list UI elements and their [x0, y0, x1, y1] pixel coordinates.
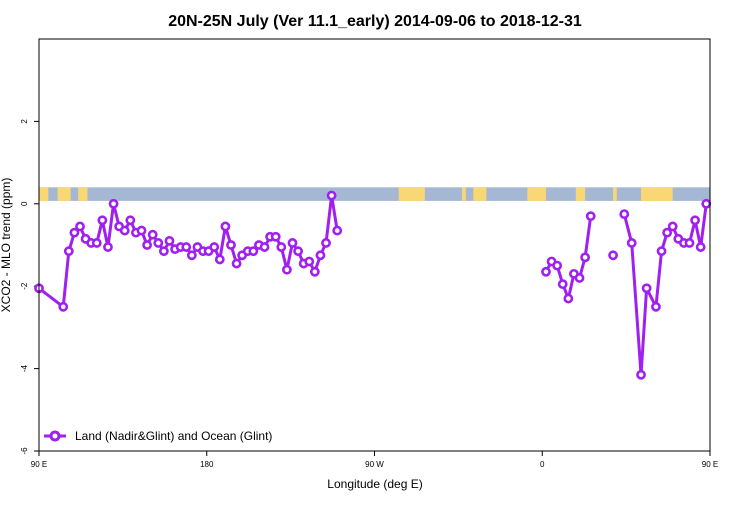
x-tick-label: 90 E — [31, 460, 47, 469]
data-point — [315, 250, 326, 261]
data-point — [656, 246, 667, 257]
x-axis-label: Longitude (deg E) — [327, 477, 422, 491]
data-point — [321, 238, 331, 248]
data-point — [690, 215, 700, 226]
data-point — [158, 246, 169, 257]
data-point — [209, 242, 220, 252]
data-point — [108, 198, 119, 209]
data-point — [136, 225, 147, 236]
plot-frame — [38, 38, 711, 452]
data-point — [97, 215, 108, 226]
data-point — [69, 227, 80, 238]
land-band — [78, 187, 88, 201]
data-point — [608, 250, 618, 261]
data-point — [220, 221, 231, 232]
data-point — [667, 221, 678, 232]
y-axis-label: XCO2 - MLO trend (ppm) — [0, 178, 13, 313]
land-ocean-strip — [39, 187, 710, 201]
legend: Land (Nadir&Glint) and Ocean (Glint) — [44, 429, 272, 443]
data-point — [563, 293, 574, 304]
data-point — [309, 266, 320, 277]
data-point — [75, 221, 85, 232]
data-point — [557, 279, 568, 290]
data-point — [641, 283, 652, 294]
data-point — [231, 258, 242, 269]
x-tick-label: 90 E — [702, 460, 718, 469]
data-point — [552, 260, 563, 271]
data-point — [214, 254, 225, 265]
y-tick-label: 2 — [20, 119, 29, 124]
data-point — [304, 256, 315, 267]
data-point — [91, 238, 102, 248]
data-point — [626, 238, 637, 248]
data-point — [164, 235, 175, 246]
data-point — [181, 242, 192, 252]
legend-marker-swatch — [49, 430, 61, 442]
data-point — [662, 227, 673, 238]
ocean-band — [39, 187, 710, 201]
land-band — [613, 187, 617, 201]
y-tick-label: 0 — [20, 201, 29, 206]
data-point — [619, 209, 630, 219]
data-point — [226, 240, 236, 250]
data-point — [103, 242, 113, 252]
data-point — [58, 301, 69, 312]
data-point — [119, 225, 130, 236]
data-point — [248, 246, 259, 257]
data-point — [636, 369, 646, 380]
data-point — [701, 198, 712, 209]
land-band — [39, 187, 49, 201]
land-band — [641, 187, 673, 201]
data-point — [332, 225, 343, 236]
data-point — [580, 252, 591, 263]
data-point — [287, 238, 298, 248]
data-point — [259, 242, 270, 252]
legend-label: Land (Nadir&Glint) and Ocean (Glint) — [75, 429, 272, 443]
data-point — [276, 242, 287, 252]
y-tick-label: -4 — [20, 364, 29, 372]
axis-ticks: 90 E 180 90 W 0 90 E-6-4-202 — [20, 119, 718, 469]
land-band — [398, 187, 425, 201]
data-point — [651, 301, 661, 312]
data-point — [541, 266, 551, 277]
y-tick-label: -2 — [20, 282, 29, 290]
data-point — [574, 273, 585, 283]
x-tick-label: 180 — [200, 460, 214, 469]
data-point — [326, 190, 337, 201]
land-band — [575, 187, 586, 201]
data-point — [270, 231, 281, 242]
data-point — [186, 250, 197, 261]
land-band — [527, 187, 546, 201]
x-tick-label: 0 — [540, 460, 545, 469]
data-point — [585, 211, 596, 222]
data-point — [125, 215, 136, 226]
land-band — [57, 187, 71, 201]
chart-title: 20N-25N July (Ver 11.1_early) 2014-09-06… — [168, 13, 582, 30]
x-tick-label: 90 W — [365, 460, 384, 469]
data-point — [153, 238, 164, 248]
data-point — [147, 229, 158, 240]
data-point — [684, 238, 695, 248]
data-point — [293, 246, 303, 257]
y-tick-label: -6 — [20, 447, 29, 455]
land-band — [462, 187, 466, 201]
data-point — [142, 240, 153, 250]
data-point — [281, 264, 292, 275]
land-band — [473, 187, 487, 201]
data-point — [63, 246, 74, 257]
series-layer — [34, 190, 712, 380]
data-point — [695, 242, 706, 252]
